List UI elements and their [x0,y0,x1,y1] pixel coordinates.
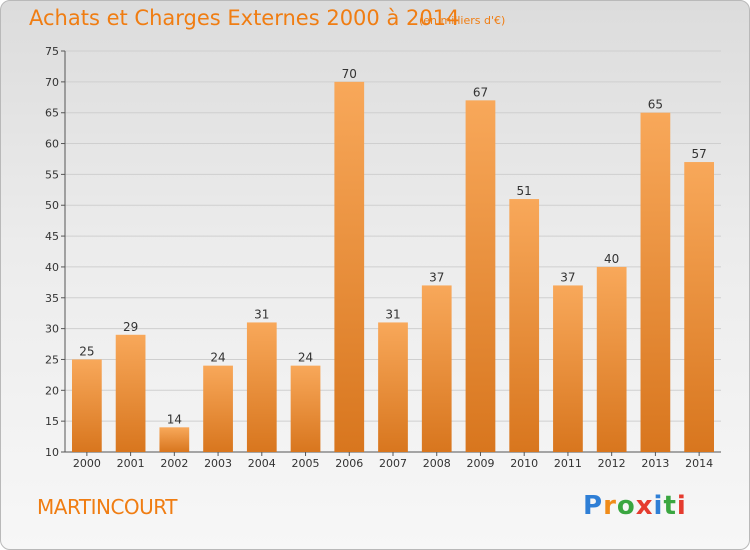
y-tick-label: 60 [45,138,59,151]
bar-2000 [71,359,102,452]
data-label-2006: 70 [342,67,357,81]
data-label-2011: 37 [560,270,575,284]
chart-title: Achats et Charges Externes 2000 à 2014 [29,6,460,30]
y-tick-label: 15 [45,415,59,428]
y-tick-label: 10 [45,446,59,459]
commune-name: MARTINCOURT [37,495,177,519]
x-tick-label-2013: 2013 [641,457,669,470]
logo-letter: P [583,491,604,521]
x-tick-label-2011: 2011 [554,457,582,470]
data-label-2002: 14 [167,412,182,426]
y-tick-label: 35 [45,292,59,305]
bar-2008 [421,285,452,452]
logo-letter: i [653,491,664,521]
data-label-2000: 25 [79,344,94,358]
y-tick-label: 75 [45,45,59,58]
x-tick-label-2012: 2012 [598,457,626,470]
y-tick-label: 30 [45,323,59,336]
x-tick-label-2014: 2014 [685,457,713,470]
bar-2003 [203,365,233,452]
bar-2011 [553,285,583,452]
data-label-2010: 51 [517,184,532,198]
y-tick-label: 25 [45,353,59,366]
x-tick-label-2002: 2002 [160,457,188,470]
x-tick-label-2004: 2004 [248,457,276,470]
logo-letter: t [663,491,677,521]
x-tick-label-2003: 2003 [204,457,232,470]
x-tick-label-2009: 2009 [466,457,494,470]
y-tick-label: 65 [45,107,59,120]
bar-2001 [115,334,146,452]
x-tick-label-2010: 2010 [510,457,538,470]
data-label-2004: 31 [254,307,269,321]
data-label-2012: 40 [604,252,619,266]
bar-2004 [246,322,277,452]
logo-letter: r [603,491,617,521]
data-label-2014: 57 [691,147,706,161]
data-label-2013: 65 [648,98,663,112]
bar-2010 [509,199,540,452]
bar-2005 [290,365,321,452]
labels: 10 15 20 25 30 35 40 45 50 55 60 65 70 75 25 2000 29 2001… [45,45,713,470]
x-tick-label-2005: 2005 [292,457,320,470]
x-tick-label-2007: 2007 [379,457,407,470]
bar-2013 [640,112,671,452]
proxiti-logo[interactable]: Proxiti [583,491,687,521]
data-label-2009: 67 [473,85,488,99]
data-label-2003: 24 [210,351,225,365]
bar-2014 [684,162,715,453]
y-tick-label: 20 [45,384,59,397]
y-tick-label: 40 [45,261,59,274]
y-tick-label: 45 [45,230,59,243]
x-tick-label-2001: 2001 [117,457,145,470]
bars [71,81,715,453]
logo-letter: i [676,491,687,521]
bar-2009 [465,100,496,452]
data-label-2005: 24 [298,351,313,365]
bar-2007 [378,322,408,452]
data-label-2001: 29 [123,320,138,334]
y-tick-label: 50 [45,199,59,212]
x-tick-label-2008: 2008 [423,457,451,470]
chart-subtitle: (en milliers d'€) [419,14,506,27]
x-tick-label-2000: 2000 [73,457,101,470]
logo-letter: x [635,491,654,521]
data-label-2007: 31 [385,307,400,321]
y-tick-label: 55 [45,168,59,181]
bar-2006 [334,81,365,452]
x-tick-label-2006: 2006 [335,457,363,470]
bar-2002 [159,427,190,452]
y-tick-label: 70 [45,76,59,89]
data-label-2008: 37 [429,270,444,284]
bar-2012 [596,266,627,452]
logo-letter: o [616,491,636,521]
